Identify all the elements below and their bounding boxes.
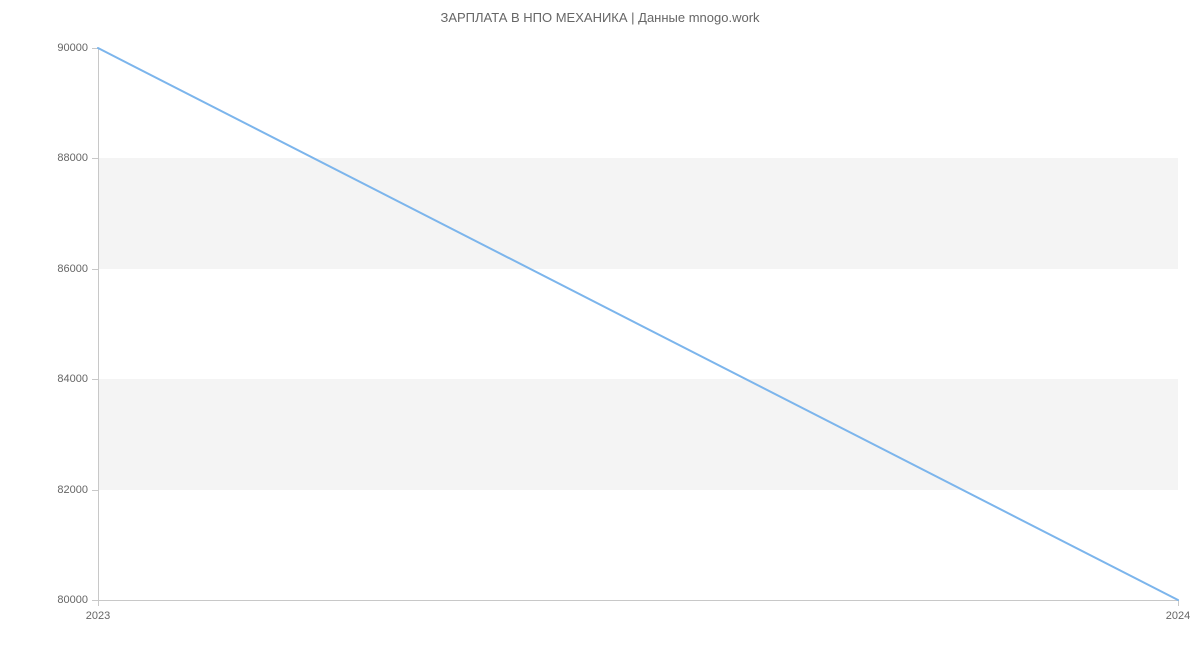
y-tick-label: 90000	[28, 42, 88, 54]
y-tick-label: 86000	[28, 263, 88, 275]
x-tick-label: 2023	[86, 610, 110, 622]
y-tick-label: 80000	[28, 594, 88, 606]
series-line-salary	[98, 48, 1178, 600]
chart-title: ЗАРПЛАТА В НПО МЕХАНИКА | Данные mnogo.w…	[0, 10, 1200, 25]
x-axis-line	[98, 600, 1178, 601]
series-layer	[98, 48, 1178, 600]
x-tick	[98, 600, 99, 606]
y-tick-label: 84000	[28, 373, 88, 385]
y-tick-label: 82000	[28, 484, 88, 496]
y-tick-label: 88000	[28, 152, 88, 164]
plot-area: 80000820008400086000880009000020232024	[98, 48, 1178, 600]
salary-line-chart: ЗАРПЛАТА В НПО МЕХАНИКА | Данные mnogo.w…	[0, 0, 1200, 650]
x-tick-label: 2024	[1166, 610, 1190, 622]
